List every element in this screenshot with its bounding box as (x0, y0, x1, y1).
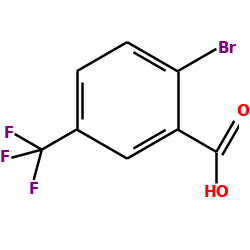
Text: HO: HO (204, 186, 229, 200)
Text: F: F (3, 126, 14, 142)
Text: F: F (28, 182, 39, 197)
Text: Br: Br (218, 41, 236, 56)
Text: F: F (0, 150, 10, 165)
Text: O: O (236, 104, 250, 118)
